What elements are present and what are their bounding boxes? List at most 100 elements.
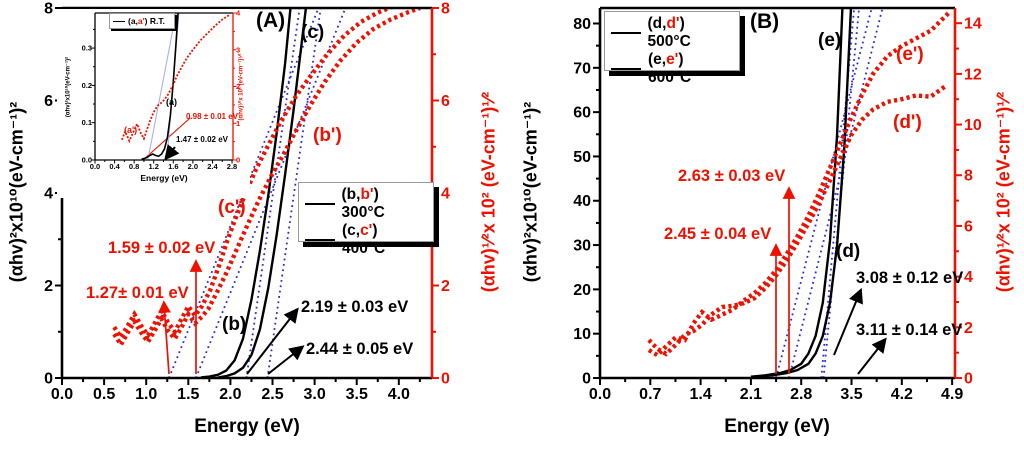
B-yl-tick-label: 10: [573, 326, 591, 343]
A-x-tick-label: 1.5: [177, 386, 199, 403]
inset-x-tick-label: 0.8: [129, 162, 139, 171]
B-panel-label: (B): [750, 10, 779, 33]
inset-yl-tick-label: 0.2: [82, 81, 92, 90]
inset-series-a: [141, 13, 179, 160]
B-yl-tick-label: 0: [582, 370, 591, 387]
A-yl-tick-label: 6: [44, 93, 53, 110]
legend-line-sample: [305, 203, 335, 205]
legend-row: (c,c') 400°C: [305, 222, 425, 258]
inset-gap-0.98: 0.98 ± 0.01 eV: [186, 112, 239, 121]
A-curve-label-b: (b): [222, 314, 246, 335]
B-x-tick-label: 2.8: [790, 386, 812, 403]
legend-row: (b,b') 300°C: [305, 186, 425, 222]
A-yl-tick-label: 0: [44, 370, 53, 387]
A-yr-tick-label: 8: [441, 0, 450, 17]
legend-row: (e,e') 600°C: [611, 51, 731, 87]
inset-x-tick-label: 2.4: [207, 162, 218, 171]
A-arrow-gap-2.19: [246, 307, 299, 375]
A-gap-1.27: 1.27± 0.01 eV: [86, 284, 189, 302]
A-series-b-prime: [112, 8, 421, 349]
A-yr-tick-label: 4: [441, 185, 450, 202]
B-yr-tick-label: 0: [964, 370, 973, 387]
legend-label: (c,c') 400°C: [341, 222, 386, 257]
B-yr-tick-label: 12: [964, 66, 982, 83]
B-curve-label-d: (d): [836, 241, 860, 262]
inset-background: [57, 9, 250, 198]
B-yl-tick-label: 30: [573, 238, 591, 255]
B-yl-tick-label: 20: [573, 282, 591, 299]
A-yl-tick-label: 2: [44, 278, 53, 295]
legend-line-sample: [611, 68, 641, 70]
panelA-yaxis-left-label: (αhv)²x10¹⁰(eV-cm⁻¹)²: [6, 101, 27, 283]
panelB-yaxis-right-label: (αhv)¹⁄²x 10² (eV-cm⁻¹)¹⁄²: [993, 91, 1014, 293]
legend-row: (a,a') R.T.: [113, 16, 171, 26]
A-yr-tick-label: 2: [441, 278, 450, 295]
inset-yr-tick-label: 3: [236, 45, 240, 54]
B-x-tick-label: 2.1: [740, 386, 762, 403]
B-x-tick-label: 4.2: [891, 386, 913, 403]
inset-yr-tick-label: 1: [236, 119, 240, 128]
A-panel-label: (A): [256, 9, 285, 32]
inset-yl-tick-label: 0.3: [82, 44, 92, 53]
legend-line-sample: [113, 20, 125, 22]
A-series-c-prime: [112, 8, 395, 342]
B-gap-2.45: 2.45 ± 0.04 eV: [664, 225, 771, 243]
A-x-tick-label: 0.5: [93, 386, 115, 403]
B-yl-tick-label: 70: [573, 60, 591, 77]
inset-yr-tick-label: 4: [236, 9, 241, 18]
legend-line-sample: [305, 239, 335, 241]
inset-x-tick-label: 0.0: [90, 162, 100, 171]
B-series-e-prime: [647, 11, 951, 358]
B-yl-tick-label: 60: [573, 105, 591, 122]
B-x-tick-label: 1.4: [689, 386, 711, 403]
B-series-e: [750, 8, 844, 378]
inset-yl-tick-label: 0.0: [82, 156, 92, 165]
panelA-yaxis-right-label: (αhv)¹⁄²x 10² (eV-cm⁻¹)¹⁄²: [478, 91, 499, 293]
A-curve-label-c-prime: (c'): [218, 197, 246, 218]
panelB-yaxis-left-label: (αhv)²x10¹⁰(eV-cm⁻¹)²: [520, 101, 541, 283]
legend-line-sample: [611, 32, 641, 34]
B-yr-tick-label: 14: [964, 16, 982, 33]
B-x-tick-label: 0.0: [589, 386, 611, 403]
inset-x-tick-label: 1.6: [168, 162, 178, 171]
B-yr-tick-label: 4: [964, 269, 973, 286]
B-arrow-gap-3.11: [857, 337, 887, 375]
inset-yaxis-right-label: (αhv)¹⁄²x 10² (eV-cm⁻¹)¹⁄²: [238, 53, 245, 121]
B-curve-label-e: (e): [818, 30, 841, 51]
inset-yr-tick-label: 0: [236, 156, 240, 165]
B-yl-tick-label: 50: [573, 149, 591, 166]
inset-curve-label-a: (a): [166, 97, 177, 107]
legend-label: (e,e') 600°C: [647, 51, 692, 86]
A-series-b: [200, 8, 292, 378]
A-tangent-b: [245, 8, 301, 378]
B-curves-group: [647, 8, 951, 378]
inset-x-tick-label: 2.8: [227, 162, 237, 171]
inset-xaxis-label: Energy (eV): [140, 173, 188, 183]
A-arrow-gap-2.44: [267, 345, 305, 375]
B-yl-tick-label: 40: [573, 193, 591, 210]
A-x-tick-label: 1.0: [135, 386, 157, 403]
inset-yaxis-left-label: (αhv)²x10¹⁰(eV-cm⁻¹)²: [65, 56, 72, 118]
B-arrow-gap-3.08: [833, 287, 863, 356]
panel-B-plot: 0.0 0.7 1.4 2.1 2.8 3.5 4.2 4.90102030405060708…: [573, 6, 982, 403]
panelA-xaxis-label: Energy (eV): [194, 416, 300, 437]
inset-gap-1.47: 1.47 ± 0.02 eV: [176, 135, 229, 144]
B-yr-tick-label: 6: [964, 218, 973, 235]
A-tangent-b-prime: [195, 8, 347, 378]
B-gap-2.63: 2.63 ± 0.03 eV: [678, 167, 785, 185]
A-yl-tick-label: 4: [44, 185, 53, 202]
inset-curve-label-a-prime: (a'): [124, 125, 137, 135]
A-x-tick-label: 2.5: [261, 386, 283, 403]
B-yr-tick-label: 8: [964, 168, 973, 185]
inset-x-tick-label: 0.4: [109, 162, 120, 171]
A-curve-label-b-prime: (b'): [313, 125, 342, 146]
B-yr-tick-label: 2: [964, 320, 973, 337]
A-tangent-c: [266, 8, 322, 378]
B-x-tick-label: 4.9: [941, 386, 963, 403]
legend-label: (a,a') R.T.: [128, 16, 165, 26]
B-tangent-d: [822, 8, 860, 378]
A-x-tick-label: 0.0: [51, 386, 73, 403]
A-x-tick-label: 4.0: [388, 386, 410, 403]
B-gap-3.11: 3.11 ± 0.14 eV: [856, 321, 962, 339]
